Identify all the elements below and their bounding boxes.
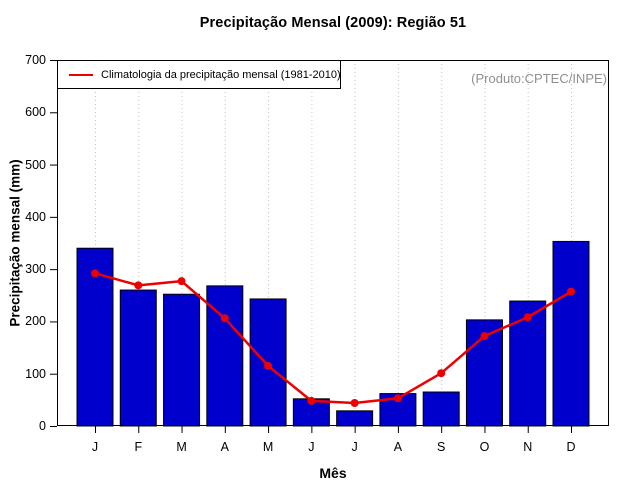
x-tick-label: J bbox=[351, 440, 358, 454]
y-tick-label: 200 bbox=[25, 314, 46, 329]
x-axis-title: Mês bbox=[319, 465, 347, 481]
bar bbox=[163, 293, 201, 427]
climatology-point bbox=[567, 287, 575, 296]
y-tick-label: 0 bbox=[39, 419, 46, 433]
x-tick-label: D bbox=[566, 440, 576, 454]
x-tick-label: M bbox=[262, 440, 274, 454]
y-tick-label: 300 bbox=[25, 262, 46, 277]
bar bbox=[119, 289, 157, 427]
x-tick-label: F bbox=[134, 440, 143, 454]
y-tick-label: 100 bbox=[25, 366, 46, 381]
climatology-point bbox=[437, 369, 446, 378]
legend-label: Climatologia da precipitação mensal (198… bbox=[101, 68, 341, 81]
climatology-point bbox=[523, 313, 532, 322]
climatology-line bbox=[94, 272, 572, 405]
climatology-point bbox=[480, 332, 489, 341]
legend-line-sample-icon bbox=[69, 73, 93, 76]
legend: Climatologia da precipitação mensal (198… bbox=[57, 60, 341, 89]
x-tick-label: A bbox=[393, 440, 403, 454]
climatology-point bbox=[91, 269, 99, 278]
y-tick-label: 500 bbox=[25, 157, 46, 172]
climatology-point bbox=[134, 281, 143, 290]
source-annotation: (Produto:CPTEC/INPE) bbox=[471, 71, 607, 86]
chart-title: Precipitação Mensal (2009): Região 51 bbox=[199, 15, 467, 31]
x-tick-label: J bbox=[91, 440, 99, 454]
bar bbox=[422, 391, 460, 427]
climatology-point bbox=[393, 394, 402, 403]
y-tick-label: 400 bbox=[25, 209, 46, 224]
climatology-point bbox=[220, 314, 229, 323]
bar bbox=[552, 240, 590, 427]
climatology-point bbox=[264, 361, 273, 370]
y-tick-label: 700 bbox=[25, 53, 46, 67]
climatology-point bbox=[177, 277, 186, 286]
climatology-point bbox=[350, 398, 359, 407]
climatology-point bbox=[307, 396, 316, 405]
x-tick-label: M bbox=[176, 440, 187, 454]
x-tick-label: J bbox=[308, 440, 315, 454]
x-tick-label: N bbox=[523, 440, 533, 454]
x-tick-label: A bbox=[220, 440, 229, 454]
y-axis-title: Precipitação mensal (mm) bbox=[7, 159, 23, 327]
x-tick-label: O bbox=[479, 440, 490, 454]
bar bbox=[336, 410, 374, 427]
x-tick-label: S bbox=[437, 440, 446, 454]
y-tick-label: 600 bbox=[25, 105, 46, 120]
